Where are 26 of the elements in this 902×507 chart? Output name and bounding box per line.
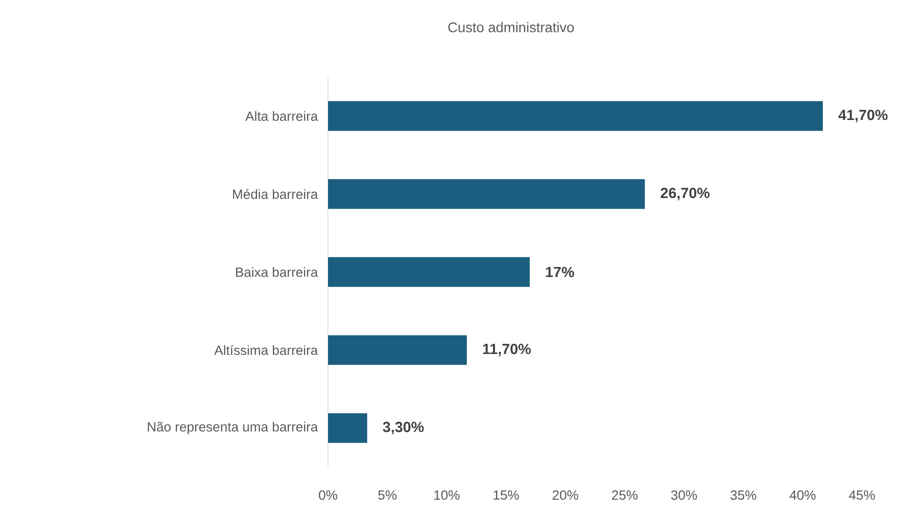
y-tick-label: Altíssima barreira [214,345,318,355]
x-tick-label: 40% [790,490,816,500]
y-tick-label: Média barreira [233,189,318,199]
x-tick-label: 5% [378,490,397,500]
data-label: 3,30% [382,422,424,434]
x-tick-label: 10% [434,490,460,500]
x-tick-label: 25% [612,490,638,500]
data-label: 11,70% [483,344,531,356]
data-label: 26,70% [660,188,710,200]
data-label: 17% [546,266,574,278]
x-tick-label: 30% [671,490,697,500]
x-tick-label: 45% [848,490,875,500]
bar [328,179,645,209]
bar [328,101,823,131]
data-label: 41,70% [838,110,888,122]
y-tick-label: Alta barreira [245,111,318,121]
y-tick-label: Baixa barreira [236,267,318,277]
x-tick-label: 35% [730,490,756,500]
x-tick-label: 15% [494,490,519,500]
chart-title: Custo administrativo [448,22,574,32]
bar [328,257,530,287]
bar [328,335,467,365]
bar [328,413,368,443]
x-tick-label: 0% [318,490,338,500]
x-tick-label: 20% [552,490,578,500]
y-tick-label: Não representa uma barreira [148,422,318,434]
